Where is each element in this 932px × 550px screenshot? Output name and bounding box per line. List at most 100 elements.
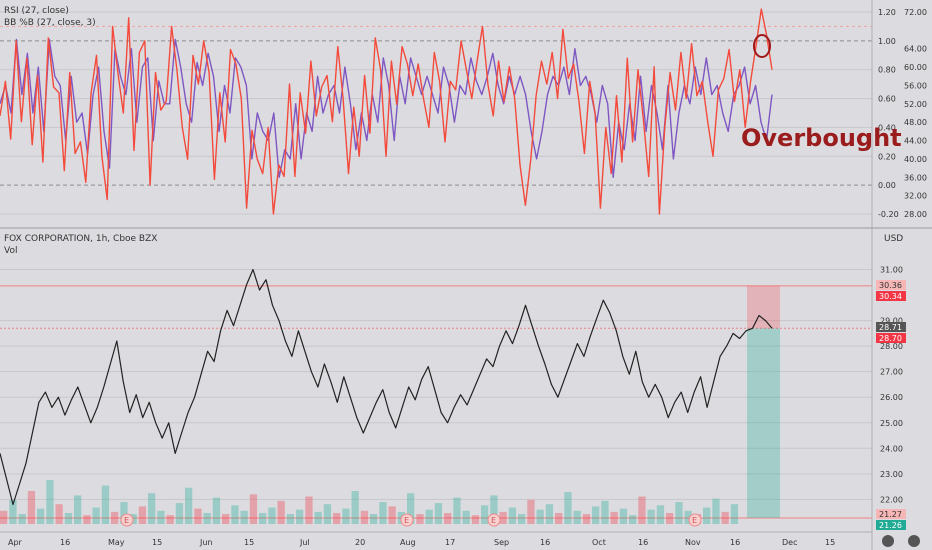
- volume-bar: [55, 504, 63, 524]
- volume-bar: [582, 514, 591, 524]
- volume-bar: [166, 515, 174, 524]
- price-tick-label: 24.00: [880, 444, 903, 453]
- time-tick-label: 15: [152, 538, 162, 547]
- price-tick-label: 27.00: [880, 368, 903, 377]
- overbought-circle: [753, 34, 771, 58]
- volume-bar: [388, 506, 396, 524]
- time-tick-label: 17: [445, 538, 455, 547]
- volume-bar: [425, 509, 433, 524]
- position-loss-zone[interactable]: [747, 328, 780, 518]
- rsi-left-tick: 1.00: [878, 37, 896, 46]
- time-tick-label: Apr: [8, 538, 23, 547]
- time-tick-label: Jun: [199, 538, 213, 547]
- currency-label: USD: [884, 234, 904, 244]
- volume-bar: [18, 514, 26, 524]
- earnings-event-marker[interactable]: [688, 513, 702, 527]
- time-tick-label: Oct: [592, 538, 606, 547]
- time-tick-label: 15: [825, 538, 835, 547]
- volume-bar: [592, 506, 600, 524]
- volume-bar: [64, 513, 73, 524]
- volume-bar: [499, 511, 507, 524]
- volume-bar: [296, 509, 304, 524]
- rsi-right-tick: 64.00: [904, 45, 927, 54]
- earnings-event-label: E: [692, 516, 697, 525]
- time-tick-label: May: [108, 538, 125, 547]
- volume-bar: [656, 505, 665, 524]
- volume-bar: [148, 493, 156, 524]
- earnings-event-marker[interactable]: [120, 513, 134, 527]
- price-label-badge: [876, 291, 906, 301]
- position-tool[interactable]: [747, 285, 780, 518]
- price-tick-label: 28.00: [880, 342, 903, 351]
- earnings-event-marker[interactable]: [487, 513, 501, 527]
- volume-bar: [175, 503, 184, 524]
- rsi-left-tick: 0.00: [878, 181, 896, 190]
- time-tick-label: Nov: [685, 538, 701, 547]
- navigation-icons[interactable]: [882, 535, 920, 547]
- price-label-text: 21.27: [879, 510, 902, 519]
- time-tick-label: 15: [244, 538, 254, 547]
- volume-bar: [9, 499, 17, 524]
- volume-bar: [703, 507, 711, 524]
- rsi-right-tick: 72.00: [904, 8, 927, 17]
- bb-percent-b-line: [0, 8, 773, 215]
- volume-bar: [601, 500, 609, 524]
- timezone-icon[interactable]: [882, 535, 894, 547]
- volume-bar: [92, 507, 100, 524]
- volume-bar: [360, 510, 369, 524]
- rsi-legend-title: RSI (27, close): [4, 6, 69, 16]
- volume-bar: [342, 508, 350, 524]
- rsi-left-tick: -0.20: [878, 210, 899, 219]
- rsi-right-tick: 32.00: [904, 192, 927, 201]
- price-tick-label: 26.00: [880, 393, 903, 402]
- time-tick-label: Dec: [782, 538, 797, 547]
- volume-bar: [101, 485, 110, 524]
- volume-bar: [0, 510, 8, 524]
- volume-bar: [231, 505, 239, 524]
- price-label-text: 28.71: [879, 323, 902, 332]
- volume-bar: [508, 507, 517, 524]
- price-tick-label: 23.00: [880, 470, 903, 479]
- time-tick-label: 20: [355, 538, 365, 547]
- volume-bar: [157, 510, 165, 524]
- volume-bar: [351, 491, 359, 524]
- time-tick-label: 16: [540, 538, 550, 547]
- volume-bar: [277, 500, 285, 524]
- volume-bar: [212, 497, 221, 524]
- volume-bar: [481, 505, 489, 524]
- volume-bar: [638, 496, 646, 524]
- price-label-badge: [876, 509, 906, 519]
- price-series-line: [0, 268, 773, 506]
- earnings-event-marker[interactable]: [400, 513, 414, 527]
- overbought-annotation: Overbought: [741, 124, 902, 152]
- volume-bar: [416, 514, 424, 524]
- rsi-right-tick: 40.00: [904, 155, 927, 164]
- price-label-badge: [876, 280, 906, 290]
- volume-bar: [518, 514, 526, 524]
- earnings-event-label: E: [491, 516, 496, 525]
- time-tick-label: 16: [730, 538, 740, 547]
- price-label-badge: [876, 520, 906, 530]
- volume-bar: [407, 493, 415, 524]
- volume-bar: [370, 514, 378, 524]
- rsi-right-tick: 44.00: [904, 137, 927, 146]
- volume-bar: [730, 504, 739, 524]
- volume-bar: [74, 495, 82, 524]
- volume-bar: [536, 509, 544, 524]
- position-profit-zone[interactable]: [747, 285, 780, 329]
- volume-bar: [37, 508, 45, 524]
- price-label-text: 28.70: [879, 334, 902, 343]
- rsi-right-tick: 56.00: [904, 81, 927, 90]
- price-label-badge: [876, 322, 906, 332]
- volume-bar: [527, 499, 535, 524]
- volume-bar: [462, 510, 470, 524]
- volume-bar: [666, 513, 674, 524]
- rsi-left-tick: 0.40: [878, 123, 896, 132]
- settings-icon[interactable]: [908, 535, 920, 547]
- time-tick-label: Sep: [494, 538, 509, 547]
- volume-bar: [647, 509, 655, 524]
- volume-bar: [333, 513, 341, 524]
- volume-bars: [0, 480, 739, 524]
